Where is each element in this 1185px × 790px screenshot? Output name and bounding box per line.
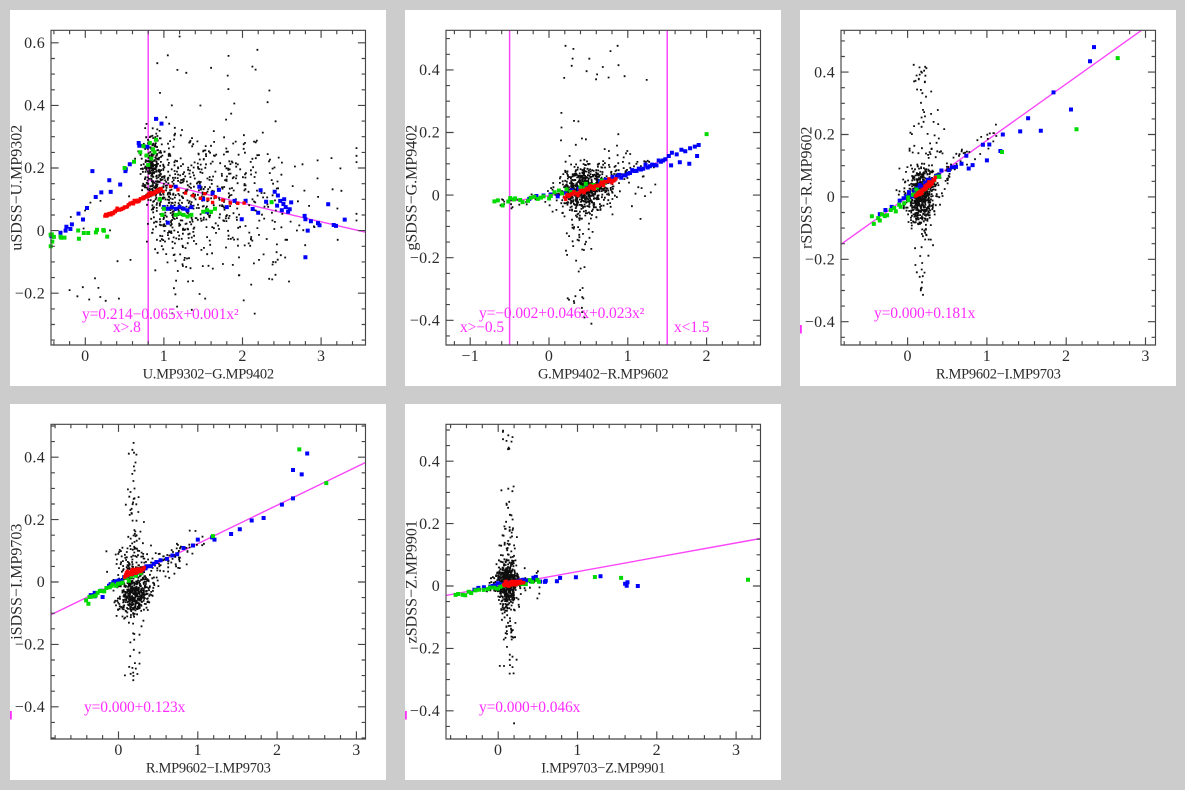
svg-text:2: 2 xyxy=(702,348,710,365)
svg-text:iSDSS−I.MP9703: iSDSS−I.MP9703 xyxy=(10,524,26,640)
svg-text:−0.2: −0.2 xyxy=(14,285,44,302)
svg-text:0: 0 xyxy=(903,348,911,365)
svg-text:I.MP9703−Z.MP9901: I.MP9703−Z.MP9901 xyxy=(541,761,665,777)
svg-text:0.2: 0.2 xyxy=(24,512,45,529)
svg-text:0.4: 0.4 xyxy=(814,64,835,81)
svg-text:2: 2 xyxy=(272,742,280,759)
svg-text:0.4: 0.4 xyxy=(24,449,45,466)
svg-text:0.6: 0.6 xyxy=(24,35,45,52)
svg-text:x>.8: x>.8 xyxy=(113,319,141,336)
svg-text:0.4: 0.4 xyxy=(24,97,45,114)
svg-text:0.4: 0.4 xyxy=(419,453,440,470)
svg-text:0: 0 xyxy=(36,574,44,591)
svg-text:0: 0 xyxy=(432,187,440,204)
svg-text:0.2: 0.2 xyxy=(419,516,440,533)
svg-text:0.2: 0.2 xyxy=(24,160,45,177)
svg-text:uSDSS−U.MP9302: uSDSS−U.MP9302 xyxy=(10,124,26,250)
svg-text:−0.2: −0.2 xyxy=(410,641,440,658)
svg-text:−0.4: −0.4 xyxy=(410,312,440,329)
svg-text:0.4: 0.4 xyxy=(419,62,440,79)
svg-text:y=0.000+0.123x: y=0.000+0.123x xyxy=(84,699,186,716)
svg-text:2: 2 xyxy=(238,348,246,365)
svg-text:−0.2: −0.2 xyxy=(410,249,440,266)
svg-text:−0.4: −0.4 xyxy=(410,703,440,720)
svg-text:3: 3 xyxy=(352,742,360,759)
svg-text:1: 1 xyxy=(573,742,581,759)
svg-text:3: 3 xyxy=(1141,348,1149,365)
svg-text:2: 2 xyxy=(653,742,661,759)
svg-text:gSDSS−G.MP9402: gSDSS−G.MP9402 xyxy=(405,124,421,250)
svg-text:0: 0 xyxy=(432,578,440,595)
svg-text:0.2: 0.2 xyxy=(814,126,835,143)
svg-text:x<1.5: x<1.5 xyxy=(674,319,710,336)
svg-text:0: 0 xyxy=(114,742,122,759)
svg-text:0: 0 xyxy=(827,189,835,206)
svg-text:0: 0 xyxy=(494,742,502,759)
svg-text:−1: −1 xyxy=(461,348,479,365)
svg-text:zSDSS−Z.MP9901: zSDSS−Z.MP9901 xyxy=(405,520,421,643)
svg-text:rSDSS−R.MP9602: rSDSS−R.MP9602 xyxy=(800,126,816,248)
svg-text:1: 1 xyxy=(624,348,632,365)
svg-text:x>−0.5: x>−0.5 xyxy=(460,319,504,336)
svg-text:R.MP9602−I.MP9703: R.MP9602−I.MP9703 xyxy=(936,366,1061,382)
svg-text:−0.4: −0.4 xyxy=(805,313,835,330)
svg-text:−0.2: −0.2 xyxy=(805,251,835,268)
svg-text:0: 0 xyxy=(81,348,89,365)
svg-text:−0.2: −0.2 xyxy=(14,637,44,654)
svg-text:0: 0 xyxy=(545,348,553,365)
svg-text:0.2: 0.2 xyxy=(419,124,440,141)
svg-text:G.MP9402−R.MP9602: G.MP9402−R.MP9602 xyxy=(538,366,668,382)
svg-text:y=0.214−0.065x+0.001x²: y=0.214−0.065x+0.001x² xyxy=(82,306,239,323)
svg-text:y=0.000+0.181x: y=0.000+0.181x xyxy=(874,305,976,322)
svg-text:0: 0 xyxy=(36,222,44,239)
svg-text:3: 3 xyxy=(732,742,740,759)
svg-text:2: 2 xyxy=(1062,348,1070,365)
svg-text:y=−0.002+0.046x+0.023x²: y=−0.002+0.046x+0.023x² xyxy=(479,305,645,322)
svg-text:U.MP9302−G.MP9402: U.MP9302−G.MP9402 xyxy=(142,366,273,382)
svg-text:R.MP9602−I.MP9703: R.MP9602−I.MP9703 xyxy=(145,761,270,777)
svg-text:1: 1 xyxy=(983,348,991,365)
svg-text:−0.4: −0.4 xyxy=(14,699,44,716)
svg-text:1: 1 xyxy=(159,348,167,365)
svg-text:1: 1 xyxy=(193,742,201,759)
svg-text:y=0.000+0.046x: y=0.000+0.046x xyxy=(479,699,581,716)
svg-text:3: 3 xyxy=(316,348,324,365)
